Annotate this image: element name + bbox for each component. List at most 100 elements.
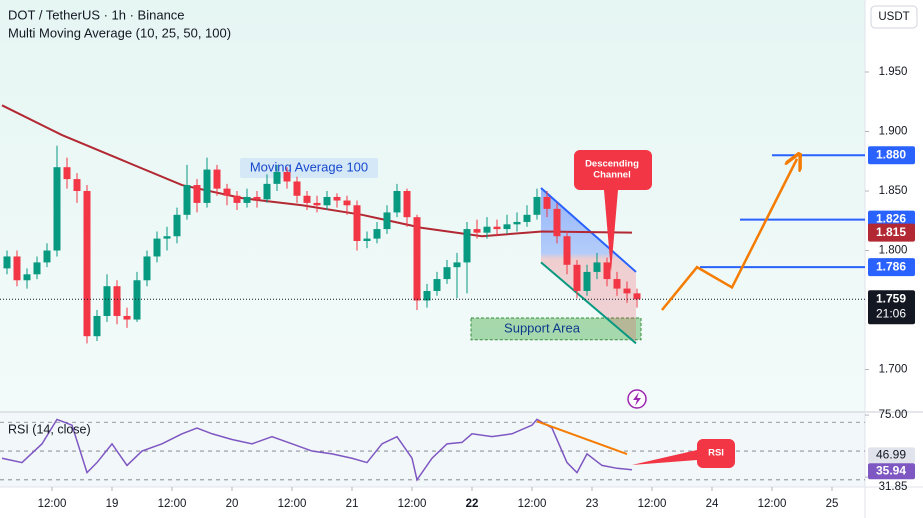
currency: USDT — [878, 11, 909, 23]
support-label: Support Area — [504, 320, 581, 335]
rsi-badge-label: 35.94 — [876, 463, 906, 477]
candle-body — [513, 221, 521, 225]
lightning-icon[interactable] — [627, 389, 647, 409]
channel-label: Descending — [585, 159, 639, 170]
channel-fill — [541, 188, 636, 344]
candle-body — [333, 196, 341, 201]
ma-value: 1.815 — [876, 225, 906, 239]
rsi-callout-label: RSI — [708, 448, 724, 459]
x-tick-label: 12:00 — [398, 498, 427, 510]
candle-body — [93, 315, 101, 337]
indicator-legend: Multi Moving Average (10, 25, 50, 100) — [8, 25, 231, 40]
y-tick-label: 1.850 — [879, 185, 908, 197]
y-tick-label: 1.900 — [879, 126, 908, 138]
candle-body — [563, 236, 571, 265]
x-tick-label: 21 — [346, 498, 359, 510]
x-tick-label: 12:00 — [38, 498, 67, 510]
candle-body — [483, 226, 491, 233]
candle-body — [533, 196, 541, 215]
candle-body — [463, 229, 471, 263]
x-tick-label: 12:00 — [758, 498, 787, 510]
x-tick-label: 25 — [826, 498, 839, 510]
candle-body — [173, 214, 181, 237]
candle-body — [353, 205, 361, 241]
candle-body — [163, 236, 171, 239]
candle-body — [613, 279, 621, 289]
candle-body — [193, 185, 201, 203]
level-badge — [868, 258, 915, 277]
level-label: 1.880 — [876, 147, 906, 161]
candle-body — [223, 188, 231, 196]
x-tick-label: 19 — [106, 498, 119, 510]
candle-body — [393, 191, 401, 213]
candle-body — [73, 179, 81, 192]
candle-body — [593, 262, 601, 272]
last-price: 1.759 — [876, 291, 906, 305]
countdown: 21:06 — [876, 306, 906, 320]
rsi-badge-label: 46.99 — [876, 448, 906, 462]
candle-body — [233, 195, 241, 203]
level-label: 1.826 — [876, 212, 906, 226]
candle-body — [363, 238, 371, 241]
projection — [661, 159, 797, 311]
candle-body — [273, 171, 281, 184]
rsi-callout — [632, 439, 735, 468]
candle-body — [543, 196, 551, 209]
candle-body — [263, 183, 271, 200]
candle-body — [493, 226, 501, 230]
candle-body — [343, 200, 351, 206]
candle-body — [43, 250, 51, 263]
channel-callout — [574, 150, 652, 272]
ma-badge — [868, 223, 915, 242]
candle-body — [383, 212, 391, 230]
candle-body — [633, 293, 641, 300]
candle-body — [23, 274, 31, 281]
candle-body — [323, 196, 331, 206]
channel-upper — [540, 187, 637, 273]
x-tick-label: 12:00 — [278, 498, 307, 510]
candle-body — [433, 279, 441, 291]
candle-body — [33, 262, 41, 275]
support-area — [470, 317, 642, 341]
x-tick-label: 12:00 — [518, 498, 547, 510]
price-badge — [868, 290, 915, 325]
candle-body — [423, 290, 431, 301]
candle-body — [253, 196, 261, 200]
candle-body — [153, 238, 161, 257]
candle-body — [403, 191, 411, 218]
candle-body — [313, 202, 321, 206]
candle-body — [213, 169, 221, 189]
y-tick-label: 1.800 — [879, 245, 908, 257]
candle-body — [123, 315, 131, 320]
rsi-badge — [868, 463, 915, 480]
candle-body — [443, 267, 451, 280]
candle-body — [583, 271, 591, 291]
level-label: 1.786 — [876, 259, 906, 273]
rsi-tick-label: 75.00 — [879, 409, 908, 421]
x-tick-label: 12:00 — [638, 498, 667, 510]
candle-body — [413, 217, 421, 301]
x-tick-label: 23 — [586, 498, 599, 510]
candle-body — [53, 167, 61, 251]
candle-body — [3, 256, 11, 269]
candle-body — [113, 286, 121, 316]
candle-body — [183, 185, 191, 215]
x-tick-label: 12:00 — [158, 498, 187, 510]
channel-label: Channel — [593, 170, 630, 181]
candle-body — [303, 195, 311, 203]
candle-body — [373, 229, 381, 239]
candle-body — [133, 280, 141, 320]
candle-body — [143, 256, 151, 281]
chart-title: DOT / TetherUS · 1h · Binance — [8, 7, 185, 22]
candle-body — [103, 286, 111, 316]
candle-body — [243, 196, 251, 203]
channel-lower — [540, 261, 637, 345]
candle-body — [603, 262, 611, 280]
level-badge — [868, 146, 915, 165]
candle-body — [553, 208, 561, 237]
currency-button[interactable] — [870, 5, 918, 29]
candle-body — [83, 191, 91, 337]
candle-body — [203, 169, 211, 203]
candle-body — [623, 288, 631, 294]
